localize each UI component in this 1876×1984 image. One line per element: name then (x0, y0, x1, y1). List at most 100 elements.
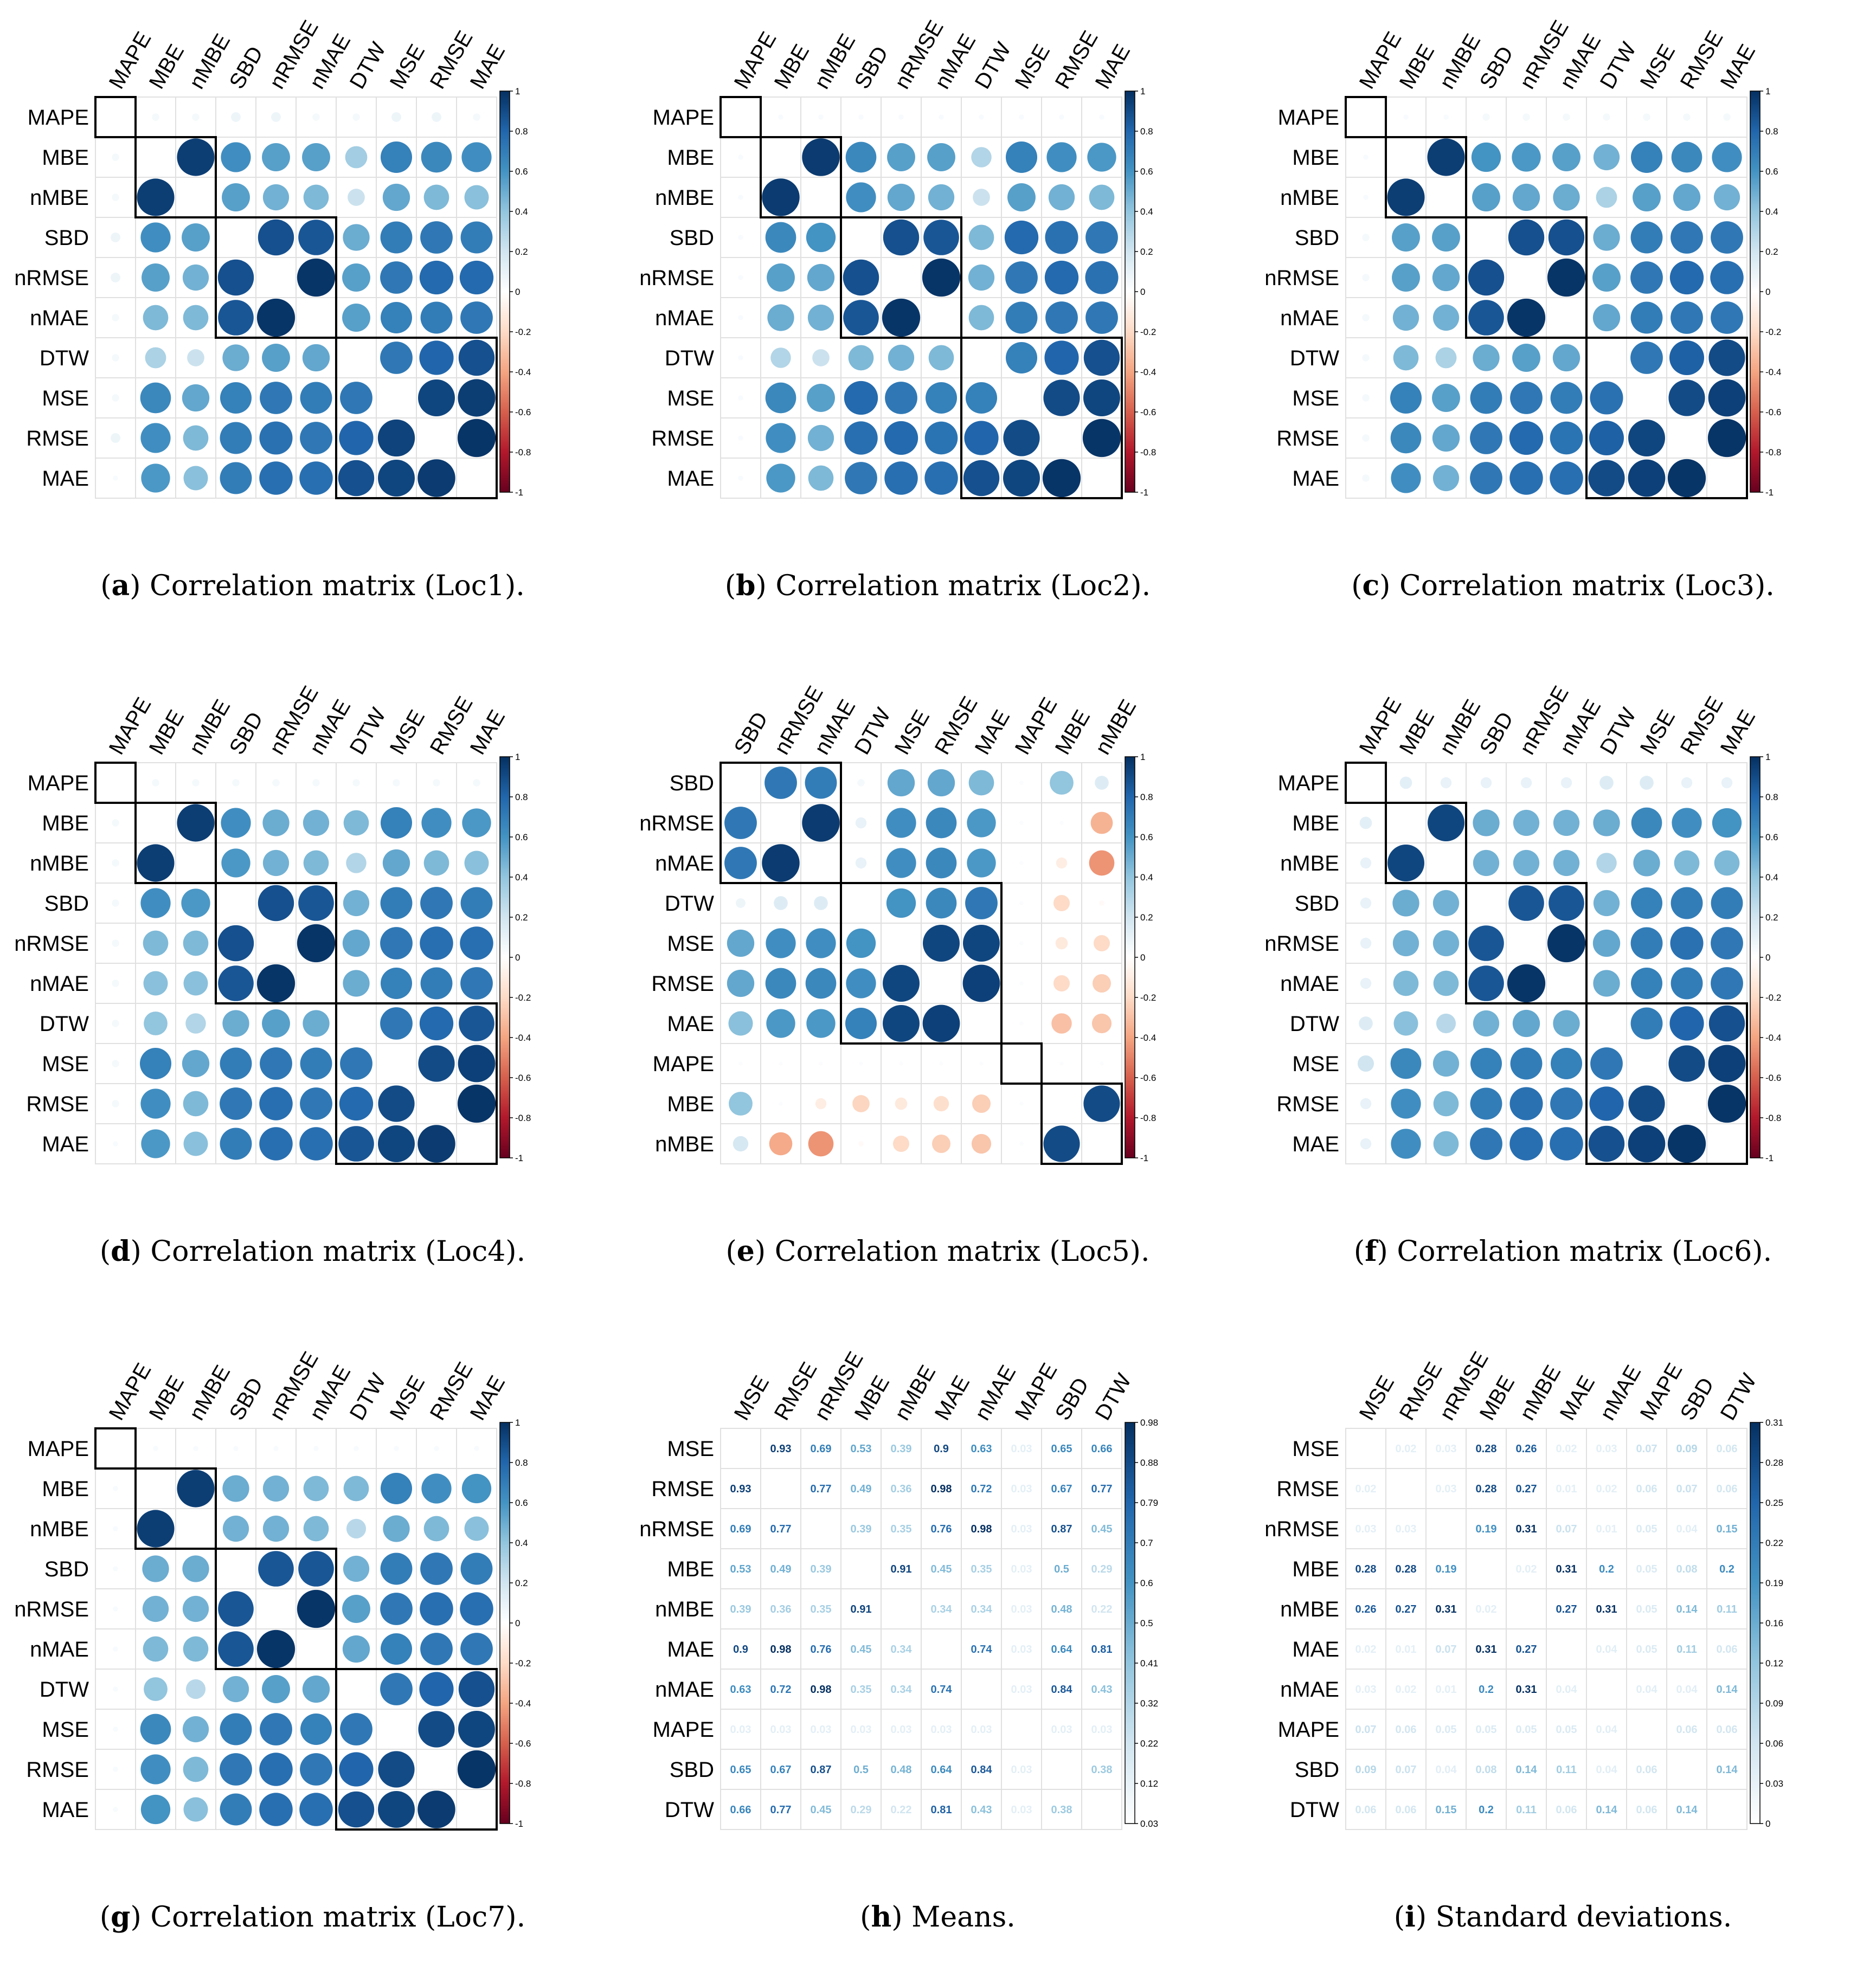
correlation-circle (1630, 141, 1663, 173)
cluster-box (1345, 762, 1387, 804)
correlation-circle (377, 419, 415, 457)
column-label: nMAE (971, 1361, 1021, 1424)
colorbar-tick-label: -0.4 (1765, 367, 1781, 377)
correlation-circle (1512, 1009, 1540, 1038)
grid-cell (1081, 1789, 1122, 1830)
colorbar-tick-label: 0 (1765, 952, 1770, 963)
column-label: nMBE (185, 30, 235, 93)
column-label: MSE (1636, 706, 1680, 758)
cell-value: 0.03 (730, 1724, 751, 1736)
row-label: MBE (1292, 1557, 1339, 1581)
cell-value: 0.28 (1396, 1563, 1417, 1575)
correlation-circle (259, 1793, 293, 1826)
correlation-circle (380, 1633, 413, 1665)
colorbar-tick-label: 0.8 (1140, 792, 1153, 802)
correlation-circle (1362, 354, 1370, 362)
cell-value: 0.39 (891, 1443, 912, 1455)
colorbar-tick-label: -0.4 (515, 1698, 531, 1709)
correlation-circle (378, 1751, 415, 1788)
column-label: nMBE (185, 695, 235, 758)
grid-cell (95, 1428, 136, 1469)
correlation-circle (1432, 263, 1460, 292)
grid-cell (1506, 257, 1547, 298)
correlation-circle (762, 844, 800, 882)
correlation-circle (1509, 1087, 1543, 1120)
colorbar-tick-label: 0.6 (1765, 832, 1778, 842)
correlation-circle (884, 461, 918, 495)
cell-value: 0.02 (1355, 1483, 1377, 1495)
correlation-circle (814, 896, 828, 910)
caption-letter: g (111, 1901, 131, 1934)
colorbar-tick-label: 0.6 (515, 832, 528, 842)
cell-value: 0.29 (851, 1804, 872, 1816)
panel-means: 0.93 0.69 0.53 0.39 0.9 0.63 0.03 0.65 0.66 0.93 0… (625, 1331, 1250, 1984)
correlation-circle (1633, 183, 1661, 211)
cell-value: 0.28 (1355, 1563, 1377, 1575)
cell-value: 0.66 (1091, 1443, 1113, 1455)
colorbar-tick-label: 0.19 (1765, 1578, 1783, 1588)
correlation-circle (460, 301, 493, 334)
correlation-circle (112, 1060, 119, 1067)
cell-value: 0.03 (770, 1724, 792, 1736)
correlation-circle (1091, 1013, 1112, 1034)
correlation-circle (887, 183, 915, 211)
grid-cell (760, 802, 801, 843)
correlation-circle (939, 1061, 943, 1066)
colorbar-tick-label: 0.4 (1140, 207, 1153, 217)
column-label: SBD (225, 42, 268, 93)
correlation-circle (1042, 459, 1081, 498)
row-label: nMAE (1280, 972, 1339, 996)
grid-cell (720, 762, 761, 803)
correlation-circle (1509, 461, 1543, 495)
correlation-circle (806, 222, 836, 253)
correlation-circle (298, 1551, 334, 1587)
correlation-circle (380, 1673, 413, 1705)
colorbar-tick-label: -0.2 (515, 1658, 531, 1669)
colorbar-tick-label: 0.06 (1765, 1738, 1783, 1749)
correlation-circle (1668, 1045, 1705, 1082)
cluster-box (335, 1002, 498, 1165)
cell-value: 0.03 (971, 1724, 992, 1736)
cell-value: 0.87 (811, 1764, 832, 1776)
correlation-circle (1470, 1047, 1502, 1080)
cell-value: 0.5 (853, 1764, 869, 1776)
grid-cell (336, 337, 377, 378)
colorbar-tick-label: 0.22 (1765, 1538, 1783, 1548)
correlation-circle (262, 344, 290, 372)
cell-value: 0.27 (1516, 1483, 1537, 1495)
cell-value: 0.04 (1596, 1724, 1618, 1736)
correlation-circle (884, 421, 918, 455)
grid-cell (1546, 297, 1587, 338)
correlation-circle (420, 967, 453, 1000)
caption-text: Correlation matrix (Loc1). (150, 570, 525, 602)
correlation-circle (182, 1555, 209, 1582)
cell-value: 0.74 (971, 1644, 993, 1656)
cell-value: 0.07 (1436, 1644, 1457, 1656)
correlation-circle (111, 273, 120, 282)
cell-value: 0.11 (1676, 1644, 1697, 1656)
correlation-circle (420, 1553, 453, 1585)
correlation-circle (259, 1087, 293, 1120)
cell-value: 0.04 (1676, 1523, 1698, 1535)
correlation-circle (112, 819, 119, 827)
grid-cell (175, 177, 216, 218)
grid-cell (921, 1628, 962, 1670)
correlation-circle (1550, 1087, 1583, 1120)
correlation-circle (378, 1085, 415, 1122)
cell-value: 0.98 (971, 1523, 992, 1535)
correlation-circle (1007, 183, 1036, 211)
correlation-circle (420, 1633, 453, 1665)
row-label: DTW (1290, 1012, 1339, 1036)
colorbar-tick-label: -0.6 (515, 1073, 531, 1083)
cell-value: 0.91 (891, 1563, 912, 1575)
correlation-circle (218, 965, 254, 1001)
colorbar-tick-label: 0 (515, 1618, 520, 1628)
correlation-circle (152, 113, 159, 121)
colorbar-tick-label: 0.8 (515, 792, 528, 802)
grid-cell (215, 1548, 256, 1589)
cell-value: 0.98 (931, 1483, 952, 1495)
cell-value: 0.9 (733, 1644, 748, 1656)
row-label: MAE (1292, 1638, 1339, 1661)
correlation-circle (220, 1753, 252, 1786)
cell-value: 0.14 (1596, 1804, 1618, 1816)
